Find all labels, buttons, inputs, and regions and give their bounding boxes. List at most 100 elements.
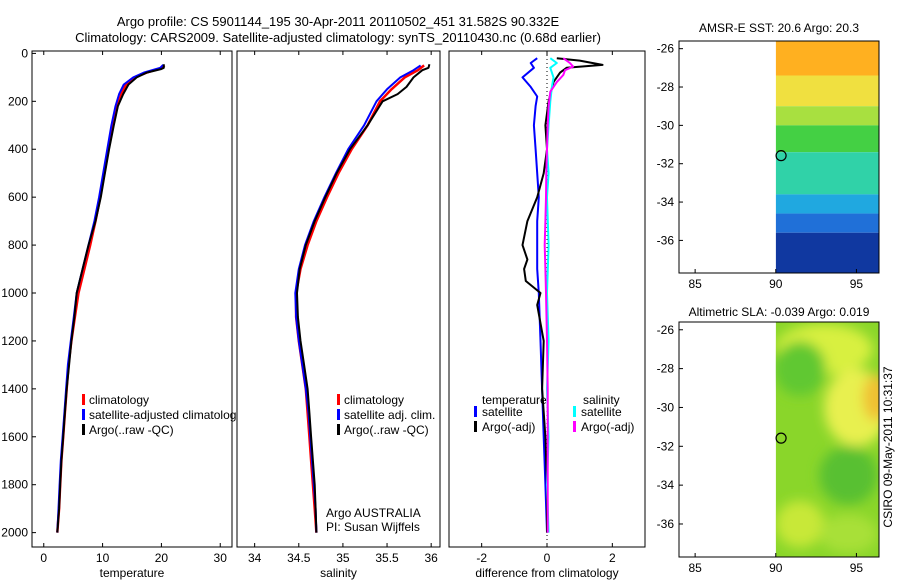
salinity-x-axis-label: salinity: [320, 566, 357, 580]
difference-legend-swatch-0-0: [474, 406, 477, 417]
sla_map-title: Altimetric SLA: -0.039 Argo: 0.019: [689, 305, 870, 319]
temperature-legend-entry-1: satellite-adjusted climatolog: [89, 408, 236, 422]
csiro-timestamp-credit: CSIRO 09-May-2011 10:31:37: [881, 366, 895, 528]
temperature-x-axis-label: temperature: [100, 566, 165, 580]
salinity-profile-panel: 34 34.5 35 35.5 36 salinity climatologysatelli…: [236, 50, 441, 580]
sla_map-argo-location-marker: [775, 432, 787, 444]
temperature-series-line-2: [56, 64, 165, 533]
temperature-ytick-label: 800: [8, 238, 28, 252]
difference-legend-swatch-1-1: [573, 421, 576, 432]
sst_map-title: AMSR-E SST: 20.6 Argo: 20.3: [699, 21, 859, 35]
sla_map-axes-frame: [678, 321, 880, 558]
temperature-ytick-label: 1200: [1, 334, 28, 348]
sst_map-ytick-label: -32: [657, 157, 675, 171]
temperature-ytick-label: 600: [8, 190, 28, 204]
sla_map-xtick-label: 95: [850, 561, 864, 575]
sla-map-panel: 85 90 95 -26 -28 -30 -32 -34 -36 Altimetric SLA: …: [657, 305, 880, 575]
salinity-xtick-label: 35: [336, 551, 350, 565]
sla_map-field-blob-5: [775, 500, 825, 548]
sst_map-color-band-0: [775, 41, 879, 76]
salinity-series-line-1: [294, 64, 422, 533]
salinity-legend-entry-0: climatology: [344, 393, 404, 407]
temperature-legend-entry-2: Argo(..raw -QC): [89, 423, 174, 437]
sst_map-ytick-label: -28: [657, 80, 675, 94]
difference-series-line-0: [521, 57, 548, 533]
difference-xtick-label: -2: [476, 551, 487, 565]
sst_map-ytick-label: -36: [657, 233, 675, 247]
sst_map-ytick-label: -34: [657, 195, 675, 209]
sst-map-panel: 85 90 95 -26 -28 -30 -32 -34 -36 AMSR-E SST: 20.6…: [657, 21, 880, 291]
temperature-ytick-label: 200: [8, 94, 28, 108]
difference-legend-entry-0-1: Argo(-adj): [482, 420, 535, 434]
salinity-legend-swatch-0: [337, 394, 340, 405]
salinity-xtick-label: 36: [424, 551, 438, 565]
sla_map-xtick-label: 90: [769, 561, 783, 575]
temperature-xtick-label: 30: [214, 551, 228, 565]
temperature-legend-swatch-0: [82, 394, 85, 405]
salinity-annotation-line-1: PI: Susan Wijffels: [326, 520, 420, 534]
temperature-ytick-label: 400: [8, 142, 28, 156]
sla_map-ytick-label: -32: [657, 439, 675, 453]
sla_map-field-blob-3: [775, 341, 826, 396]
salinity-series-line-2: [296, 63, 431, 533]
sst_map-ytick-label: -26: [657, 42, 675, 56]
temperature-axes-frame: [31, 50, 233, 548]
sst_map-xtick-label: 90: [769, 277, 783, 291]
salinity-xtick-label: 34.5: [287, 551, 311, 565]
temperature-series-line-1: [56, 64, 164, 533]
salinity-legend-entry-2: Argo(..raw -QC): [344, 423, 429, 437]
difference-legend-group-title-0: temperature: [482, 393, 547, 407]
temperature-ytick-label: 0: [21, 46, 28, 60]
salinity-annotation-line-0: Argo AUSTRALIA: [326, 506, 421, 520]
salinity-legend-swatch-1: [337, 409, 340, 420]
difference-legend-entry-0-0: satellite: [482, 405, 523, 419]
sst_map-ytick-label: -30: [657, 118, 675, 132]
sst_map-color-band-4: [775, 152, 879, 195]
sst_map-color-band-2: [775, 106, 879, 126]
salinity-xtick-label: 35.5: [375, 551, 399, 565]
temperature-xtick-label: 10: [96, 551, 110, 565]
salinity-axes-frame: [236, 50, 441, 548]
sla_map-field-blob-6: [819, 514, 878, 554]
sst_map-color-band-5: [775, 194, 879, 214]
sst_map-xtick-label: 85: [688, 277, 702, 291]
temperature-ytick-label: 1000: [1, 286, 28, 300]
figure-title-line2: Climatology: CARS2009. Satellite-adjuste…: [75, 30, 601, 45]
temperature-ytick-label: 1400: [1, 382, 28, 396]
difference-series-line-3: [543, 57, 575, 533]
sst_map-argo-location-marker: [775, 150, 787, 162]
difference-legend-swatch-1-0: [573, 406, 576, 417]
difference-legend-entry-1-1: Argo(-adj): [581, 420, 634, 434]
temperature-legend-entry-0: climatology: [89, 393, 149, 407]
sla_map-ytick-label: -28: [657, 362, 675, 376]
temperature-legend-swatch-1: [82, 409, 85, 420]
sst_map-color-band-3: [775, 125, 879, 153]
difference-x-axis-label: difference from climatology: [475, 566, 618, 580]
salinity-legend-swatch-2: [337, 424, 340, 435]
sst_map-axes-frame: [678, 40, 880, 274]
difference-legend-group-title-1: salinity: [583, 393, 620, 407]
sla_map-data-field: [775, 322, 879, 557]
sla_map-ytick-label: -26: [657, 323, 675, 337]
temperature-xtick-label: 20: [155, 551, 169, 565]
sla_map-field-blob-4: [819, 446, 878, 505]
temperature-legend-swatch-2: [82, 424, 85, 435]
sla_map-ytick-label: -34: [657, 478, 675, 492]
temperature-ytick-label: 1800: [1, 478, 28, 492]
difference-xtick-label: 2: [609, 551, 616, 565]
temperature-ytick-label: 2000: [1, 526, 28, 540]
difference-legend-swatch-0-1: [474, 421, 477, 432]
sst_map-color-band-1: [775, 75, 879, 107]
salinity-xtick-label: 34: [248, 551, 262, 565]
sst_map-color-band-7: [775, 232, 879, 273]
temperature-xtick-label: 0: [40, 551, 47, 565]
difference-xtick-label: 0: [544, 551, 551, 565]
sst_map-data-field: [775, 41, 879, 273]
sla_map-ytick-label: -36: [657, 517, 675, 531]
temperature-profile-panel: 0 10 20 30 temperature 0 200 400 600 800 1000 1200 1…: [1, 46, 236, 580]
figure-title-line1: Argo profile: CS 5901144_195 30-Apr-2011…: [117, 14, 560, 29]
sst_map-color-band-6: [775, 213, 879, 233]
difference-series-line-1: [521, 57, 604, 533]
